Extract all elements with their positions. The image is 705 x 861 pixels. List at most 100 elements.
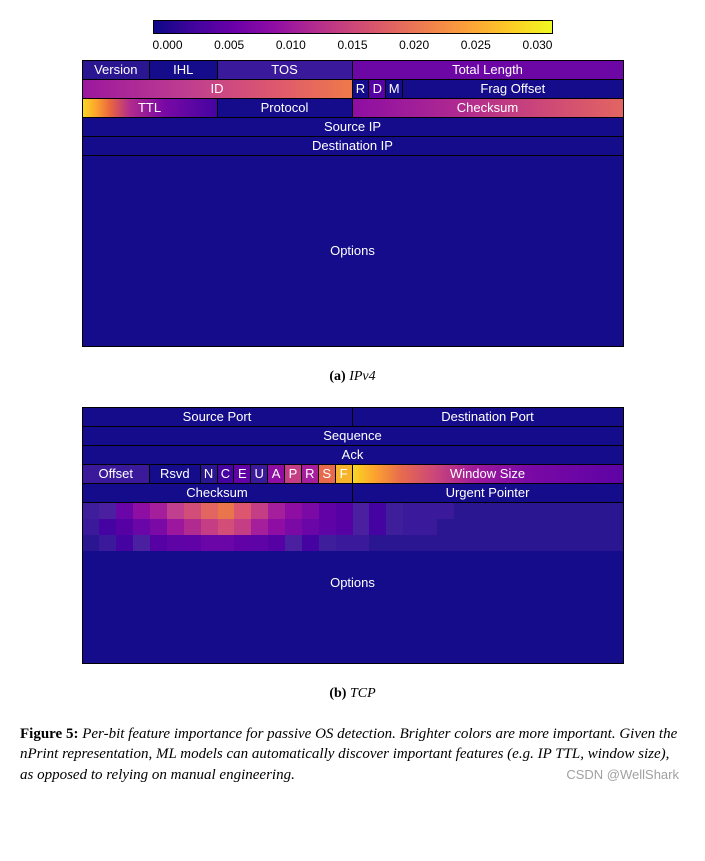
- header-cell: Destination IP: [83, 137, 623, 155]
- heat-cell: [386, 519, 403, 535]
- heat-cell: [167, 503, 184, 519]
- heat-cell: [386, 503, 403, 519]
- heat-cell: [234, 503, 251, 519]
- tcp-options-row: Options: [83, 503, 623, 663]
- heat-cell: [99, 503, 116, 519]
- header-cell: M: [386, 80, 403, 98]
- heat-cell: [83, 519, 100, 535]
- heat-cell: [369, 519, 386, 535]
- heat-cell: [218, 503, 235, 519]
- header-row: Destination IP: [83, 137, 623, 156]
- heat-cell: [268, 503, 285, 519]
- heat-cell: [285, 519, 302, 535]
- heat-cell: [336, 535, 353, 551]
- heat-cell: [420, 535, 437, 551]
- colorbar-tick: 0.030: [522, 38, 552, 52]
- header-cell: Source IP: [83, 118, 623, 136]
- heat-cell: [504, 503, 521, 519]
- tcp-options-cell: Options: [83, 503, 623, 663]
- colorbar-gradient: [153, 20, 553, 34]
- colorbar-tick: 0.000: [153, 38, 183, 52]
- tcp-options-heatmap: [83, 503, 623, 551]
- header-cell: E: [234, 465, 251, 483]
- heat-cell: [555, 519, 572, 535]
- heat-cell: [184, 503, 201, 519]
- heat-cell: [285, 535, 302, 551]
- heat-cell: [302, 535, 319, 551]
- heat-cell: [285, 503, 302, 519]
- heat-cell: [403, 535, 420, 551]
- colorbar-tick: 0.020: [399, 38, 429, 52]
- heat-cell: [420, 519, 437, 535]
- heat-cell: [353, 503, 370, 519]
- header-cell: R: [353, 80, 370, 98]
- heat-cell: [251, 503, 268, 519]
- heat-cell: [234, 535, 251, 551]
- heat-cell: [99, 519, 116, 535]
- heat-cell: [83, 535, 100, 551]
- heat-cell: [302, 519, 319, 535]
- header-cell: P: [285, 465, 302, 483]
- figure-number: Figure 5:: [20, 726, 78, 742]
- heat-cell: [555, 503, 572, 519]
- header-row: VersionIHLTOSTotal Length: [83, 61, 623, 80]
- heat-cell: [386, 535, 403, 551]
- heat-cell: [538, 535, 555, 551]
- heat-cell: [521, 503, 538, 519]
- heat-cell: [116, 519, 133, 535]
- heat-cell: [184, 519, 201, 535]
- header-row: Source PortDestination Port: [83, 408, 623, 427]
- heat-row: [83, 519, 623, 535]
- heat-cell: [150, 503, 167, 519]
- header-cell: Rsvd: [150, 465, 201, 483]
- header-cell: Total Length: [353, 61, 623, 79]
- heat-cell: [201, 535, 218, 551]
- heat-cell: [251, 519, 268, 535]
- colorbar: 0.0000.0050.0100.0150.0200.0250.030: [20, 20, 685, 52]
- heat-cell: [572, 519, 589, 535]
- header-cell: Checksum: [353, 99, 623, 117]
- heat-cell: [218, 519, 235, 535]
- heat-cell: [589, 519, 606, 535]
- heat-cell: [167, 535, 184, 551]
- header-row: Ack: [83, 446, 623, 465]
- header-cell: S: [319, 465, 336, 483]
- heat-cell: [201, 503, 218, 519]
- heat-cell: [488, 519, 505, 535]
- ipv4-subcaption-label: (a): [329, 369, 345, 384]
- heat-cell: [83, 503, 100, 519]
- heat-row: [83, 503, 623, 519]
- heat-cell: [353, 535, 370, 551]
- heat-cell: [420, 503, 437, 519]
- heat-cell: [437, 519, 454, 535]
- heat-cell: [116, 535, 133, 551]
- heat-cell: [218, 535, 235, 551]
- tcp-subcaption-text: TCP: [350, 686, 376, 701]
- heat-cell: [504, 535, 521, 551]
- header-row: TTLProtocolChecksum: [83, 99, 623, 118]
- header-cell: IHL: [150, 61, 218, 79]
- tcp-subcaption: (b) TCP: [20, 686, 685, 702]
- heat-cell: [589, 503, 606, 519]
- header-row: Source IP: [83, 118, 623, 137]
- heat-cell: [437, 503, 454, 519]
- watermark: CSDN @WellShark: [20, 767, 685, 782]
- heat-cell: [319, 503, 336, 519]
- colorbar-tick: 0.005: [214, 38, 244, 52]
- figure-container: 0.0000.0050.0100.0150.0200.0250.030 Vers…: [20, 20, 685, 782]
- heat-cell: [268, 535, 285, 551]
- heat-cell: [488, 535, 505, 551]
- ipv4-diagram: VersionIHLTOSTotal LengthIDRDMFrag Offse…: [82, 60, 624, 347]
- header-cell: ID: [83, 80, 353, 98]
- heat-cell: [538, 519, 555, 535]
- heat-cell: [606, 535, 623, 551]
- header-cell: Protocol: [218, 99, 353, 117]
- header-row: IDRDMFrag Offset: [83, 80, 623, 99]
- heat-cell: [184, 535, 201, 551]
- header-cell: Options: [83, 156, 623, 346]
- header-cell: D: [369, 80, 386, 98]
- heat-cell: [606, 519, 623, 535]
- heat-cell: [369, 535, 386, 551]
- heat-cell: [369, 503, 386, 519]
- heat-cell: [589, 535, 606, 551]
